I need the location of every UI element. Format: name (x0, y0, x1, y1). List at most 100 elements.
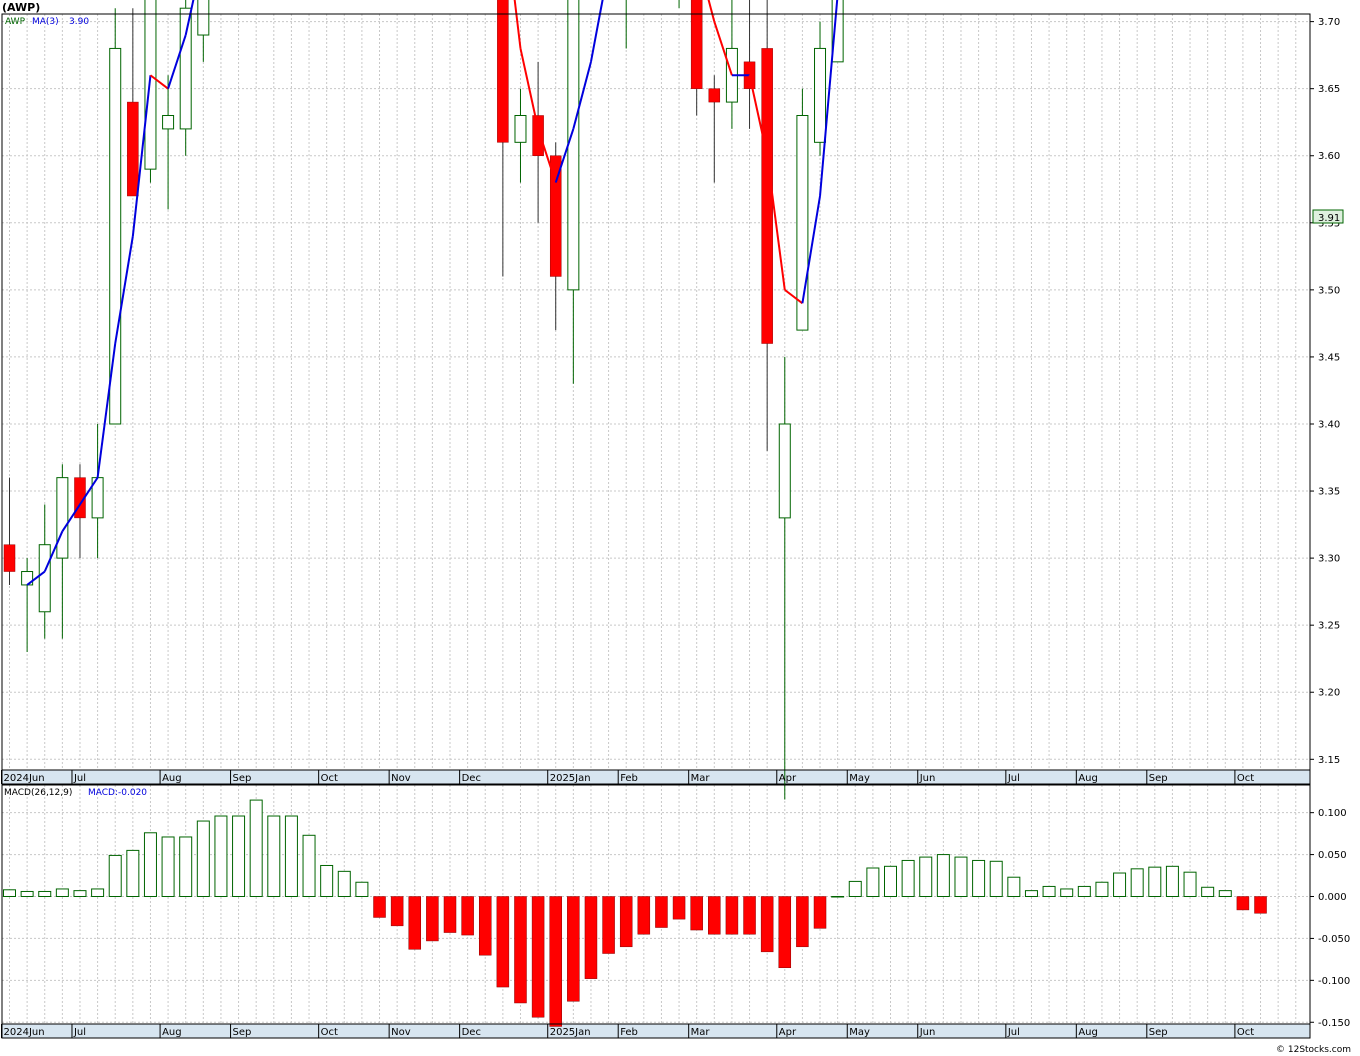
candle-body (162, 115, 175, 130)
month-axis-band (1, 769, 1311, 785)
macd-bar (584, 896, 598, 979)
price-tick-label: 3.15 (1318, 755, 1340, 766)
macd-bar (848, 880, 862, 898)
price-tick-label: 3.70 (1318, 17, 1340, 28)
ma-segment (707, 0, 716, 22)
macd-bar (1060, 888, 1074, 898)
macd-bar (1218, 890, 1232, 898)
macd-bar (901, 859, 915, 897)
month-label: 2024Jun (4, 773, 45, 784)
macd-bar (813, 896, 827, 929)
month-label: Apr (779, 773, 797, 784)
month-axis-band (1, 1023, 1311, 1039)
macd-bar (1183, 871, 1197, 898)
macd-bar (1201, 886, 1215, 897)
month-label: Jul (1007, 1027, 1020, 1038)
macd-bar (1095, 881, 1109, 897)
macd-bar (531, 896, 545, 1018)
month-label: 2024Jun (4, 1027, 45, 1038)
ma-segment (713, 21, 733, 76)
ma-segment (784, 289, 804, 305)
macd-bar (743, 896, 756, 935)
month-label: Oct (321, 1027, 338, 1038)
macd-bar (514, 896, 527, 1004)
macd-legend-value: MACD:-0.020 (88, 788, 147, 798)
macd-bar (989, 860, 1003, 897)
macd-bar (249, 799, 263, 897)
candle-body (127, 101, 139, 197)
macd-bar (108, 854, 122, 897)
last-price-value: 3.91 (1318, 213, 1340, 224)
price-panel-frame (1, 13, 1311, 771)
macd-bar (1130, 868, 1144, 898)
macd-bar (91, 888, 105, 898)
ma-segment (766, 155, 786, 290)
macd-bar (496, 896, 510, 988)
macd-bar (831, 896, 845, 898)
candle-body (3, 544, 16, 572)
month-label: Sep (233, 1027, 252, 1038)
price-tick-label: 3.45 (1318, 352, 1340, 363)
macd-bar (954, 856, 968, 898)
macd-bar (20, 890, 34, 898)
macd-bar (936, 854, 950, 898)
macd-bar (1077, 885, 1091, 898)
macd-tick-label: 0.000 (1318, 892, 1347, 903)
macd-bar (1236, 896, 1250, 911)
macd-bar (443, 896, 457, 933)
macd-tick-label: -0.150 (1318, 1018, 1350, 1029)
month-label: Sep (233, 773, 252, 784)
macd-tick-label: 0.100 (1318, 808, 1347, 819)
month-label: Dec (462, 1027, 481, 1038)
candle-body (796, 115, 809, 331)
macd-bar (355, 881, 369, 897)
month-label: 2025Jan (550, 1027, 591, 1038)
watermark: © 12Stocks.com (1276, 1045, 1351, 1055)
month-label: Aug (1078, 1027, 1098, 1038)
macd-panel-frame (1, 784, 1311, 1025)
candle-body (109, 47, 122, 425)
macd-bar (320, 864, 334, 897)
month-label: Mar (691, 773, 711, 784)
candle-body (708, 88, 721, 103)
macd-bar (1024, 890, 1038, 898)
month-label: Oct (1237, 773, 1254, 784)
panel-frames (1, 13, 1311, 1025)
macd-bar (73, 890, 87, 898)
month-label: May (849, 773, 870, 784)
month-label: Oct (1237, 1027, 1254, 1038)
macd-bar (55, 888, 69, 898)
macd-bar (796, 896, 809, 948)
month-label: Feb (620, 773, 638, 784)
macd-legend: MACD(26,12,9) MACD:-0.020 (4, 788, 147, 798)
ma-segment (537, 128, 557, 183)
macd-bar (778, 896, 792, 969)
candle-body (497, 0, 509, 143)
macd-bar (143, 832, 157, 898)
macd-bar (179, 836, 193, 897)
ma-segment (589, 0, 604, 63)
price-tick-label: 3.55 (1318, 218, 1340, 229)
ma-segment (513, 0, 522, 49)
macd-bar (690, 896, 703, 931)
macd-histogram (3, 799, 1267, 1027)
candle-body (179, 7, 192, 130)
candle-body (514, 115, 527, 143)
macd-bar (161, 836, 175, 897)
y-axis-ticks: 3.15 3.20 3.25 3.30 3.35 3.40 3.45 3.50 3.55 3.60… (1310, 17, 1350, 1029)
ma-segment (61, 503, 81, 532)
ma-segment (572, 61, 592, 130)
macd-bar (267, 815, 281, 898)
ma-segment (26, 570, 46, 586)
ma-segment (819, 0, 839, 197)
macd-tick-label: 0.050 (1318, 850, 1347, 861)
macd-bar (602, 896, 615, 954)
chart-title: (AWP) (2, 1, 40, 14)
candle-body (690, 0, 703, 89)
macd-tick-label: -0.100 (1318, 976, 1350, 987)
ma-segment (43, 530, 64, 572)
ma-segment (748, 75, 769, 156)
ma-segment (167, 34, 187, 89)
month-label: Jun (919, 773, 936, 784)
macd-bar (3, 889, 16, 897)
